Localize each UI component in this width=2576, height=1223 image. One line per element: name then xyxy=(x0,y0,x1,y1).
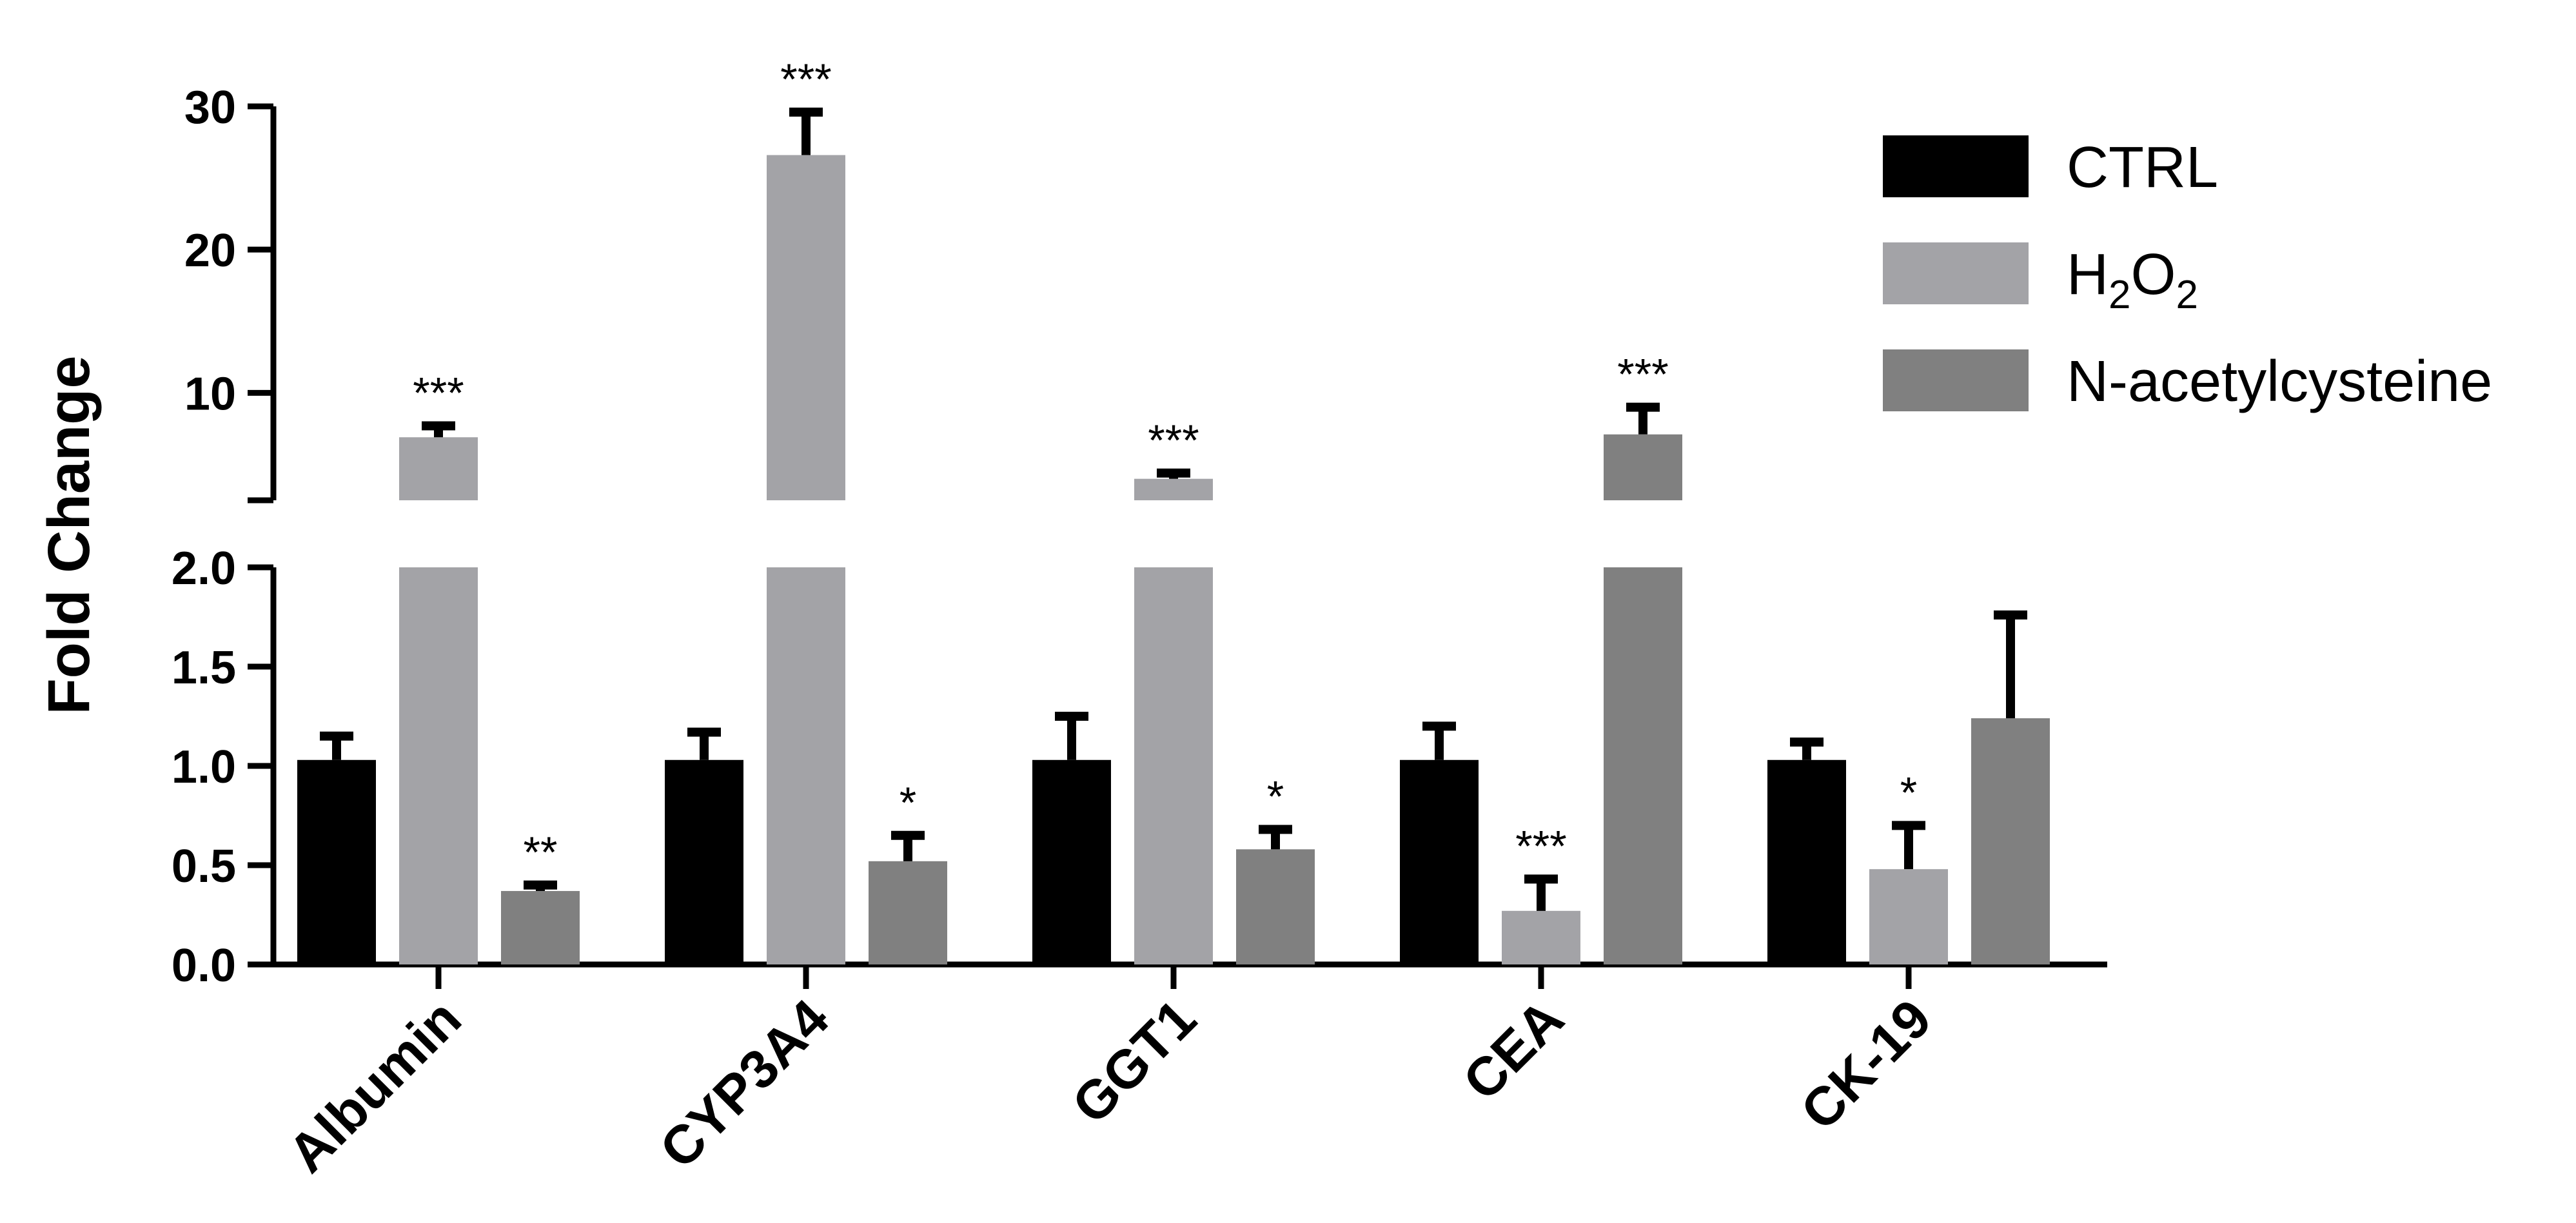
bar-CYP3A4-H2O2-lower xyxy=(767,567,845,964)
legend-label-N-acetylcysteine: N-acetylcysteine xyxy=(2067,349,2492,414)
y-upper-30-tick-label: 30 xyxy=(184,82,236,133)
significance-markers: ******************** xyxy=(413,55,1917,877)
significance-GGT1-H2O2: *** xyxy=(1148,416,1199,465)
bar-CEA-H2O2 xyxy=(1502,910,1580,964)
significance-CYP3A4-H2O2: *** xyxy=(780,55,831,104)
y-lower-2.0-tick-label: 2.0 xyxy=(172,543,236,594)
bar-GGT1-N-acetylcysteine xyxy=(1236,849,1315,964)
bar-GGT1-H2O2-lower xyxy=(1134,567,1213,964)
category-label-GGT1: GGT1 xyxy=(1061,988,1208,1135)
legend: CTRL H2O2 N-acetylcysteine xyxy=(1883,135,2492,414)
legend-swatch-CTRL xyxy=(1883,135,2029,197)
category-labels: Albumin CYP3A4 GGT1 CEA CK-19 xyxy=(277,988,1943,1184)
bar-Albumin-N-acetylcysteine xyxy=(501,891,580,964)
significance-GGT1-N-acetylcysteine: * xyxy=(1267,772,1284,821)
significance-Albumin-H2O2: *** xyxy=(413,368,464,417)
bar-Albumin-H2O2-upper xyxy=(399,437,478,500)
bar-CEA-N-acetylcysteine-lower xyxy=(1604,567,1682,964)
bar-CYP3A4-H2O2-upper xyxy=(767,155,845,501)
category-label-CEA: CEA xyxy=(1451,988,1575,1111)
legend-label-CTRL: CTRL xyxy=(2067,135,2218,200)
category-label-Albumin: Albumin xyxy=(277,988,473,1184)
y-lower-0.0-tick-label: 0.0 xyxy=(172,940,236,992)
significance-Albumin-N-acetylcysteine: ** xyxy=(524,828,558,877)
bar-CK-19-N-acetylcysteine xyxy=(1971,718,2050,964)
y-upper-10-tick-label: 10 xyxy=(184,368,236,420)
legend-label-H2O2: H2O2 xyxy=(2067,242,2198,317)
y-lower-0.5-tick-label: 0.5 xyxy=(172,841,236,892)
error-bars xyxy=(320,107,2027,911)
significance-CYP3A4-N-acetylcysteine: * xyxy=(900,778,916,827)
bar-GGT1-H2O2-upper xyxy=(1134,478,1213,500)
bar-CEA-N-acetylcysteine-upper xyxy=(1604,434,1682,500)
significance-CEA-N-acetylcysteine: *** xyxy=(1617,350,1668,399)
bar-Albumin-CTRL xyxy=(297,759,376,964)
bar-Albumin-H2O2-lower xyxy=(399,567,478,964)
significance-CEA-H2O2: *** xyxy=(1515,822,1566,871)
y-upper-20-tick-label: 20 xyxy=(184,225,236,277)
bar-GGT1-CTRL xyxy=(1032,759,1111,964)
y-lower-1.0-tick-label: 1.0 xyxy=(172,741,236,793)
bars xyxy=(297,155,2050,964)
bar-CYP3A4-N-acetylcysteine xyxy=(869,861,947,964)
y-lower-1.5-tick-label: 1.5 xyxy=(172,642,236,694)
legend-swatch-H2O2 xyxy=(1883,242,2029,304)
bar-CK-19-CTRL xyxy=(1767,759,1846,964)
bar-CK-19-H2O2 xyxy=(1869,869,1948,964)
category-label-CYP3A4: CYP3A4 xyxy=(648,988,840,1180)
category-label-CK-19: CK-19 xyxy=(1789,988,1943,1141)
bar-CYP3A4-CTRL xyxy=(665,759,743,964)
bar-CEA-CTRL xyxy=(1400,759,1479,964)
legend-swatch-N-acetylcysteine xyxy=(1883,349,2029,411)
y-axis-label: Fold Change xyxy=(36,355,102,714)
significance-CK-19-H2O2: * xyxy=(1900,768,1917,817)
